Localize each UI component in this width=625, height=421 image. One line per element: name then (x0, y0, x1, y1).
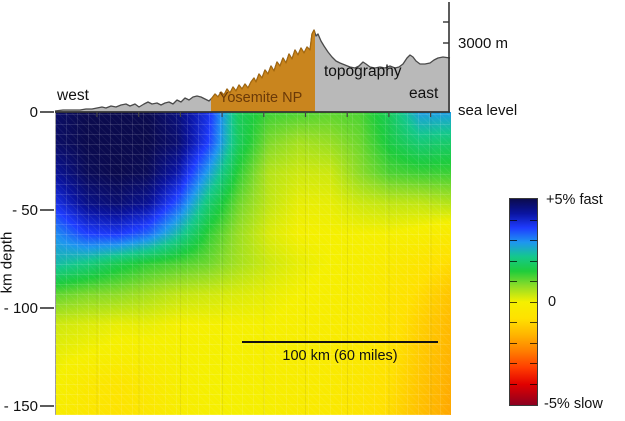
colorbar-tick (510, 343, 517, 344)
colorbar-tick (510, 384, 517, 385)
scale-bar-label: 100 km (60 miles) (282, 348, 398, 364)
colorbar-tick (530, 343, 537, 344)
colorbar-tick (510, 240, 517, 241)
colorbar-slow-label: -5% slow (544, 396, 603, 412)
topography-label: topography (324, 63, 402, 80)
elevation-3000m-label: 3000 m (458, 35, 509, 52)
colorbar-tick (530, 220, 537, 221)
colorbar-tick (530, 240, 537, 241)
colorbar-tick (510, 302, 517, 303)
colorbar-tick (510, 261, 517, 262)
scale-bar-line (242, 341, 438, 343)
colorbar-tick (530, 322, 537, 323)
depth-tick-50: - 50 (12, 202, 38, 219)
colorbar-tick (530, 261, 537, 262)
colorbar (509, 198, 538, 406)
colorbar-fast-label: +5% fast (546, 192, 603, 208)
colorbar-tick (530, 384, 537, 385)
depth-tick-0: 0 (29, 104, 38, 121)
colorbar-tick (510, 281, 517, 282)
velocity-heatmap (55, 112, 451, 415)
colorbar-tick (530, 363, 537, 364)
depth-ticks (40, 111, 54, 407)
colorbar-tick (510, 363, 517, 364)
colorbar-zero-label: 0 (548, 294, 557, 310)
yosemite-np-label: Yosemite NP (219, 90, 303, 106)
sea-level-label: sea level (458, 102, 518, 119)
depth-tick-150: - 150 (3, 398, 38, 415)
colorbar-tick (510, 322, 517, 323)
colorbar-tick (510, 220, 517, 221)
colorbar-tick (530, 302, 537, 303)
colorbar-tick (530, 281, 537, 282)
depth-axis-label: km depth (0, 231, 16, 294)
east-label: east (409, 85, 439, 102)
depth-tick-100: - 100 (3, 300, 38, 317)
west-label: west (57, 87, 89, 104)
